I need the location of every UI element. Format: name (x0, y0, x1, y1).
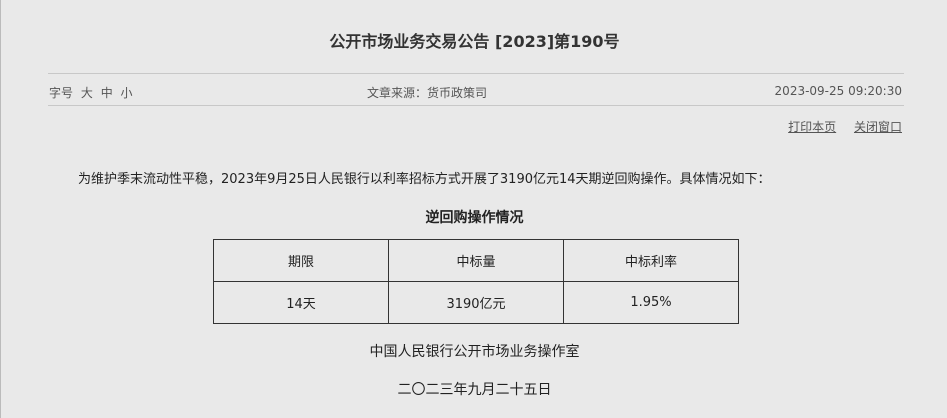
publish-datetime: 2023-09-25 09:20:30 (774, 84, 902, 98)
divider (48, 73, 904, 74)
header-term: 期限 (213, 239, 389, 282)
font-large-button[interactable]: 大 (80, 86, 93, 100)
font-medium-button[interactable]: 中 (100, 86, 113, 100)
cell-term: 14天 (213, 281, 389, 324)
header-rate: 中标利率 (563, 239, 739, 282)
table-caption: 逆回购操作情况 (425, 210, 524, 226)
font-small-button[interactable]: 小 (120, 86, 133, 100)
page-title: 公开市场业务交易公告 [2023]第190号 (329, 32, 620, 51)
table-header-row: 期限 中标量 中标利率 (213, 239, 739, 282)
font-size-controls: 字号 大 中 小 (49, 84, 137, 101)
cell-volume: 3190亿元 (388, 281, 564, 324)
reverse-repo-table: 期限 中标量 中标利率 14天 3190亿元 1.95% (213, 239, 739, 324)
table-row: 14天 3190亿元 1.95% (213, 281, 739, 324)
article-source: 文章来源：货币政策司 (367, 86, 488, 100)
divider (48, 105, 904, 106)
signature: 中国人民银行公开市场业务操作室 (369, 344, 580, 360)
header-volume: 中标量 (388, 239, 564, 282)
issue-date: 二〇二三年九月二十五日 (397, 382, 552, 398)
cell-rate: 1.95% (563, 281, 739, 324)
close-window-link[interactable]: 关闭窗口 (853, 120, 902, 134)
announcement-paragraph: 为维护季末流动性平稳，2023年9月25日人民银行以利率招标方式开展了3190亿… (78, 172, 771, 187)
page-actions: 打印本页 关闭窗口 (774, 118, 902, 135)
print-link[interactable]: 打印本页 (788, 120, 837, 134)
font-size-label: 字号 (49, 86, 74, 100)
